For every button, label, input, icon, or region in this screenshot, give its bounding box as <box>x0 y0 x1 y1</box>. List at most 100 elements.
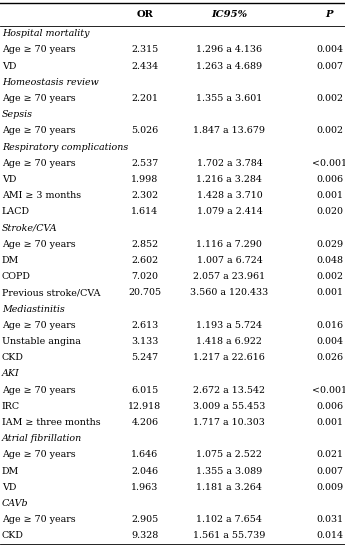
Text: 1.079 a 2.414: 1.079 a 2.414 <box>197 208 262 216</box>
Text: 20.705: 20.705 <box>128 288 161 298</box>
Text: 1.116 a 7.290: 1.116 a 7.290 <box>197 240 262 249</box>
Text: <0.001: <0.001 <box>312 159 345 168</box>
Text: 0.001: 0.001 <box>316 191 343 200</box>
Text: DM: DM <box>2 256 19 265</box>
Text: 0.001: 0.001 <box>316 288 343 298</box>
Text: 2.905: 2.905 <box>131 515 158 524</box>
Text: Age ≥ 70 years: Age ≥ 70 years <box>2 240 75 249</box>
Text: 2.057 a 23.961: 2.057 a 23.961 <box>193 272 266 281</box>
Text: 0.006: 0.006 <box>316 175 343 184</box>
Text: 0.006: 0.006 <box>316 402 343 411</box>
Text: 1.847 a 13.679: 1.847 a 13.679 <box>194 126 265 135</box>
Text: 2.046: 2.046 <box>131 467 158 476</box>
Text: VD: VD <box>2 483 16 492</box>
Text: 1.296 a 4.136: 1.296 a 4.136 <box>196 45 263 54</box>
Text: 1.355 a 3.601: 1.355 a 3.601 <box>196 94 263 103</box>
Text: 1.428 a 3.710: 1.428 a 3.710 <box>197 191 262 200</box>
Text: 4.206: 4.206 <box>131 418 158 427</box>
Text: 0.007: 0.007 <box>316 467 343 476</box>
Text: 1.263 a 4.689: 1.263 a 4.689 <box>196 62 263 71</box>
Text: IAM ≥ three months: IAM ≥ three months <box>2 418 100 427</box>
Text: 2.315: 2.315 <box>131 45 158 54</box>
Text: IC95%: IC95% <box>211 10 247 19</box>
Text: 2.602: 2.602 <box>131 256 158 265</box>
Text: 1.217 a 22.616: 1.217 a 22.616 <box>194 353 265 362</box>
Text: Age ≥ 70 years: Age ≥ 70 years <box>2 45 75 54</box>
Text: CKD: CKD <box>2 531 23 540</box>
Text: Age ≥ 70 years: Age ≥ 70 years <box>2 385 75 395</box>
Text: <0.001: <0.001 <box>312 385 345 395</box>
Text: 1.646: 1.646 <box>131 450 158 459</box>
Text: Previous stroke/CVA: Previous stroke/CVA <box>2 288 100 298</box>
Text: 1.007 a 6.724: 1.007 a 6.724 <box>197 256 262 265</box>
Text: 0.021: 0.021 <box>316 450 343 459</box>
Text: Age ≥ 70 years: Age ≥ 70 years <box>2 126 75 135</box>
Text: Unstable angina: Unstable angina <box>2 337 81 346</box>
Text: Stroke/CVA: Stroke/CVA <box>2 223 57 233</box>
Text: Age ≥ 70 years: Age ≥ 70 years <box>2 159 75 168</box>
Text: 3.560 a 120.433: 3.560 a 120.433 <box>190 288 268 298</box>
Text: Atrial fibrillation: Atrial fibrillation <box>2 434 82 443</box>
Text: Age ≥ 70 years: Age ≥ 70 years <box>2 515 75 524</box>
Text: P: P <box>326 10 333 19</box>
Text: 1.614: 1.614 <box>131 208 158 216</box>
Text: 1.355 a 3.089: 1.355 a 3.089 <box>196 467 263 476</box>
Text: IRC: IRC <box>2 402 20 411</box>
Text: 12.918: 12.918 <box>128 402 161 411</box>
Text: 2.613: 2.613 <box>131 321 158 330</box>
Text: 3.009 a 55.453: 3.009 a 55.453 <box>193 402 266 411</box>
Text: 1.181 a 3.264: 1.181 a 3.264 <box>197 483 262 492</box>
Text: 9.328: 9.328 <box>131 531 158 540</box>
Text: 0.002: 0.002 <box>316 126 343 135</box>
Text: 0.004: 0.004 <box>316 337 343 346</box>
Text: 2.672 a 13.542: 2.672 a 13.542 <box>194 385 265 395</box>
Text: 0.029: 0.029 <box>316 240 343 249</box>
Text: 0.001: 0.001 <box>316 418 343 427</box>
Text: 2.302: 2.302 <box>131 191 158 200</box>
Text: Homeostasis review: Homeostasis review <box>2 78 98 87</box>
Text: 1.963: 1.963 <box>131 483 159 492</box>
Text: 0.020: 0.020 <box>316 208 343 216</box>
Text: 3.133: 3.133 <box>131 337 159 346</box>
Text: 1.418 a 6.922: 1.418 a 6.922 <box>197 337 262 346</box>
Text: 1.193 a 5.724: 1.193 a 5.724 <box>196 321 263 330</box>
Text: 6.015: 6.015 <box>131 385 158 395</box>
Text: 1.216 a 3.284: 1.216 a 3.284 <box>197 175 262 184</box>
Text: 0.009: 0.009 <box>316 483 343 492</box>
Text: CKD: CKD <box>2 353 23 362</box>
Text: 0.004: 0.004 <box>316 45 343 54</box>
Text: 1.075 a 2.522: 1.075 a 2.522 <box>197 450 262 459</box>
Text: 5.026: 5.026 <box>131 126 158 135</box>
Text: CAVb: CAVb <box>2 499 28 508</box>
Text: 1.561 a 55.739: 1.561 a 55.739 <box>193 531 266 540</box>
Text: 0.048: 0.048 <box>316 256 343 265</box>
Text: 2.852: 2.852 <box>131 240 158 249</box>
Text: Hospital mortality: Hospital mortality <box>2 29 89 38</box>
Text: DM: DM <box>2 467 19 476</box>
Text: Age ≥ 70 years: Age ≥ 70 years <box>2 94 75 103</box>
Text: 2.537: 2.537 <box>131 159 158 168</box>
Text: COPD: COPD <box>2 272 31 281</box>
Text: 2.201: 2.201 <box>131 94 158 103</box>
Text: 0.002: 0.002 <box>316 94 343 103</box>
Text: Sepsis: Sepsis <box>2 110 33 119</box>
Text: Respiratory complications: Respiratory complications <box>2 143 128 152</box>
Text: OR: OR <box>137 10 153 19</box>
Text: 0.014: 0.014 <box>316 531 343 540</box>
Text: 1.102 a 7.654: 1.102 a 7.654 <box>197 515 262 524</box>
Text: VD: VD <box>2 175 16 184</box>
Text: 1.717 a 10.303: 1.717 a 10.303 <box>194 418 265 427</box>
Text: 7.020: 7.020 <box>131 272 158 281</box>
Text: 2.434: 2.434 <box>131 62 158 71</box>
Text: 0.007: 0.007 <box>316 62 343 71</box>
Text: 0.026: 0.026 <box>316 353 343 362</box>
Text: VD: VD <box>2 62 16 71</box>
Text: Age ≥ 70 years: Age ≥ 70 years <box>2 450 75 459</box>
Text: Mediastinitis: Mediastinitis <box>2 305 65 313</box>
Text: 1.702 a 3.784: 1.702 a 3.784 <box>197 159 262 168</box>
Text: AKI: AKI <box>2 370 19 378</box>
Text: 5.247: 5.247 <box>131 353 158 362</box>
Text: Age ≥ 70 years: Age ≥ 70 years <box>2 321 75 330</box>
Text: 0.031: 0.031 <box>316 515 343 524</box>
Text: 1.998: 1.998 <box>131 175 158 184</box>
